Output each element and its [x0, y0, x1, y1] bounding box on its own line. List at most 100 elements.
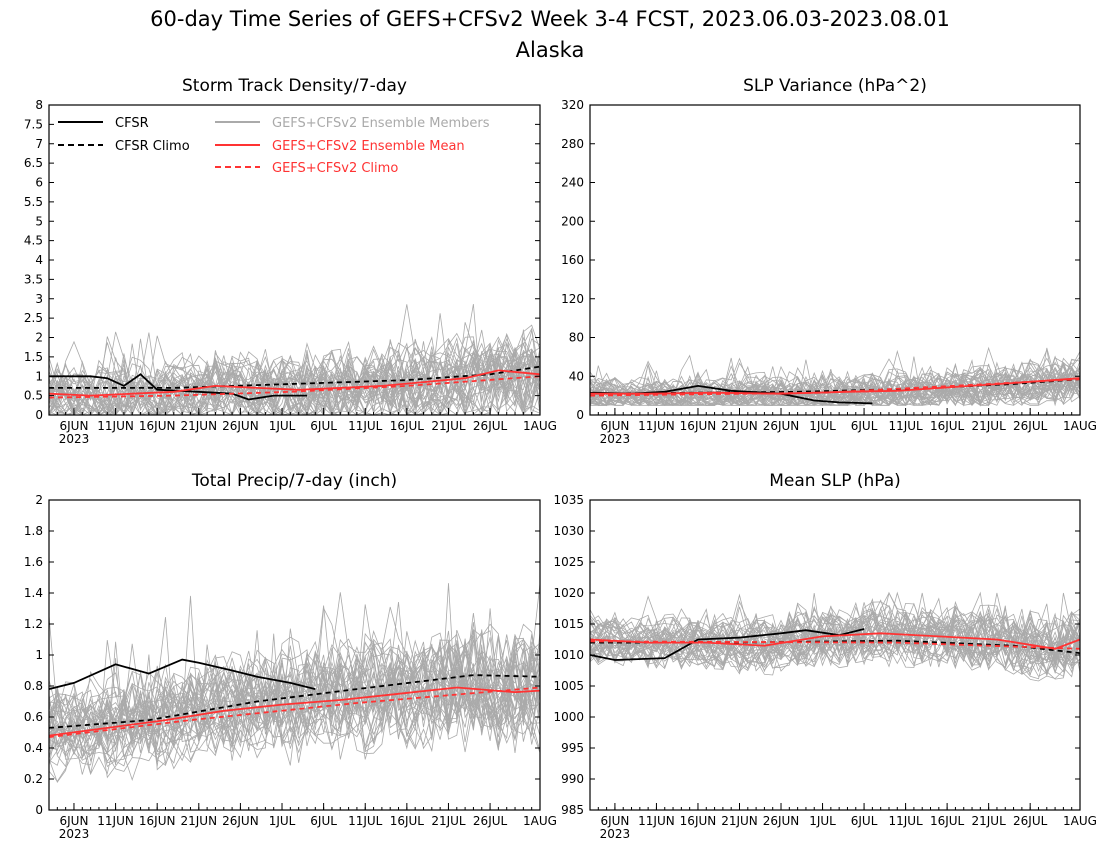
- x-tick-label: 11JUN: [97, 419, 134, 433]
- y-tick-label: 5: [35, 214, 43, 228]
- x-tick-label: 21JUN: [181, 419, 218, 433]
- y-tick-label: 0.2: [24, 772, 43, 786]
- x-tick-label: 11JUL: [348, 814, 383, 828]
- y-tick-label: 1035: [553, 493, 584, 507]
- series-gefs-cfsv2-climo: [49, 375, 540, 399]
- series-gefs-cfsv2-ensemble-mean: [49, 686, 540, 737]
- x-year-label: 2023: [59, 432, 90, 446]
- y-tick-label: 1.8: [24, 524, 43, 538]
- ensemble-member-line: [590, 617, 1080, 673]
- series-cfsr: [590, 628, 865, 661]
- x-tick-label: 21JUN: [181, 814, 218, 828]
- x-tick-label: 16JUL: [390, 419, 425, 433]
- panel-4: Mean SLP (hPa) 985 990 995 1000 1005 1010 1015 1…: [553, 471, 1097, 841]
- x-tick-label: 1AUG: [1063, 814, 1097, 828]
- panel-1: Storm Track Density/7-day 0 0.5 1 1.5 2 2.5 3 3.…: [24, 76, 557, 446]
- panel-title: Mean SLP (hPa): [769, 471, 901, 491]
- x-tick-label: 21JUL: [431, 814, 466, 828]
- x-tick-label: 6JUN: [59, 814, 88, 828]
- y-tick-label: 2: [35, 331, 43, 345]
- legend-label: GEFS+CFSv2 Climo: [272, 161, 398, 176]
- series-gefs-cfsv2-climo: [590, 640, 1080, 650]
- y-tick-label: 200: [561, 214, 584, 228]
- y-tick-label: 1: [35, 648, 43, 662]
- plot-area: [590, 346, 1080, 407]
- y-tick-label: 2.5: [24, 311, 43, 325]
- y-tick-label: 6.5: [24, 156, 43, 170]
- x-tick-label: 11JUN: [97, 814, 134, 828]
- y-tick-label: 995: [561, 741, 584, 755]
- x-tick-label: 26JUL: [1013, 814, 1048, 828]
- y-tick-label: 1010: [553, 648, 584, 662]
- axes-frame: [589, 499, 1081, 811]
- ensemble-member-line: [49, 353, 540, 415]
- y-tick-label: 2: [35, 493, 43, 507]
- y-tick-label: 4: [35, 253, 43, 267]
- y-tick-label: 8: [35, 98, 43, 112]
- ensemble-member-line: [49, 663, 540, 767]
- y-tick-label: 1: [35, 369, 43, 383]
- x-tick-label: 11JUN: [638, 814, 675, 828]
- y-tick-label: 0.4: [24, 741, 43, 755]
- plot-area: [49, 583, 540, 783]
- ensemble-member-line: [49, 606, 540, 736]
- y-tick-label: 1005: [553, 679, 584, 693]
- x-tick-label: 21JUL: [431, 419, 466, 433]
- x-tick-label: 26JUN: [763, 814, 800, 828]
- x-tick-label: 26JUL: [473, 419, 508, 433]
- series-cfsr: [49, 373, 307, 401]
- x-tick-label: 1JUL: [809, 814, 836, 828]
- panel-title: Storm Track Density/7-day: [182, 76, 407, 96]
- ensemble-member-line: [49, 341, 540, 415]
- x-tick-label: 6JUN: [600, 419, 629, 433]
- x-tick-label: 16JUL: [390, 814, 425, 828]
- panel-title: Total Precip/7-day (inch): [191, 471, 397, 491]
- y-tick-label: 0: [35, 803, 43, 817]
- y-tick-label: 6: [35, 176, 43, 190]
- x-year-label: 2023: [600, 432, 631, 446]
- ensemble-member-line: [590, 592, 1080, 665]
- x-tick-label: 11JUL: [888, 814, 923, 828]
- ensemble-member-line: [49, 661, 540, 764]
- x-tick-label: 11JUL: [888, 419, 923, 433]
- x-year-label: 2023: [600, 827, 631, 841]
- y-tick-label: 1.5: [24, 350, 43, 364]
- legend-label: CFSR Climo: [115, 139, 190, 154]
- x-tick-label: 6JUL: [310, 814, 337, 828]
- y-tick-label: 1025: [553, 555, 584, 569]
- legend-label: GEFS+CFSv2 Ensemble Mean: [272, 139, 465, 154]
- figure-subtitle: Alaska: [516, 38, 585, 62]
- y-tick-label: 0: [576, 408, 584, 422]
- x-tick-label: 1JUL: [269, 419, 296, 433]
- x-tick-label: 21JUN: [721, 419, 758, 433]
- panel-2: SLP Variance (hPa^2) 0 40 80 120 160 200 240 280…: [561, 76, 1097, 446]
- x-tick-label: 26JUL: [1013, 419, 1048, 433]
- y-tick-label: 1.2: [24, 617, 43, 631]
- plot-area: [49, 304, 540, 415]
- x-tick-label: 6JUN: [59, 419, 88, 433]
- ensemble-member-line: [590, 362, 1080, 406]
- x-tick-label: 1AUG: [523, 814, 557, 828]
- x-tick-label: 16JUL: [930, 814, 965, 828]
- legend-background: [55, 110, 535, 178]
- x-tick-label: 26JUL: [473, 814, 508, 828]
- y-tick-label: 0.5: [24, 389, 43, 403]
- x-tick-label: 6JUL: [851, 814, 878, 828]
- ensemble-member-line: [49, 346, 540, 415]
- panel-title: SLP Variance (hPa^2): [743, 76, 927, 96]
- x-tick-label: 26JUN: [763, 419, 800, 433]
- ensemble-member-line: [590, 609, 1080, 682]
- x-tick-label: 21JUL: [972, 814, 1007, 828]
- x-year-label: 2023: [59, 827, 90, 841]
- y-tick-label: 0: [35, 408, 43, 422]
- ensemble-member-line: [49, 357, 540, 415]
- y-tick-label: 1.4: [24, 586, 43, 600]
- x-tick-label: 16JUL: [930, 419, 965, 433]
- x-tick-label: 26JUN: [222, 814, 259, 828]
- figure-title: 60-day Time Series of GEFS+CFSv2 Week 3-…: [150, 7, 950, 31]
- x-tick-label: 16JUN: [139, 814, 176, 828]
- series-gefs-cfsv2-climo: [49, 686, 540, 738]
- series-cfsr: [49, 658, 316, 690]
- x-tick-label: 16JUN: [139, 419, 176, 433]
